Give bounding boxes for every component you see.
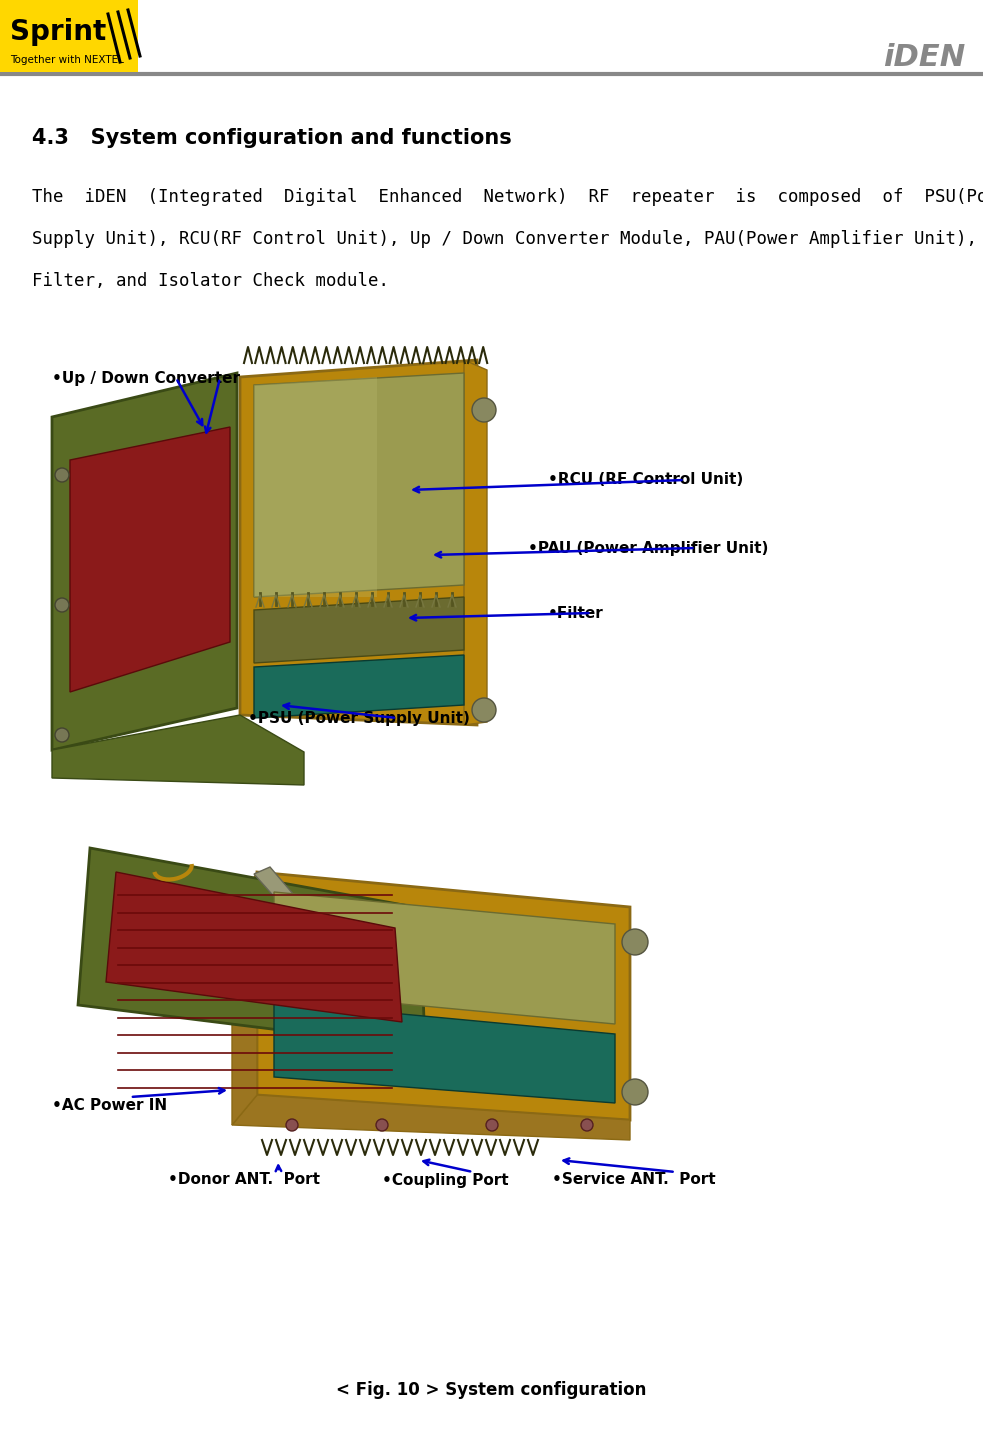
Polygon shape — [78, 848, 425, 1048]
Circle shape — [55, 729, 69, 742]
Text: < Fig. 10 > System configuration: < Fig. 10 > System configuration — [336, 1381, 647, 1400]
Circle shape — [581, 1118, 593, 1131]
Polygon shape — [254, 372, 464, 597]
Text: •Donor ANT.  Port: •Donor ANT. Port — [168, 1173, 320, 1188]
Polygon shape — [232, 1095, 630, 1140]
Polygon shape — [254, 377, 377, 597]
Text: 4.3   System configuration and functions: 4.3 System configuration and functions — [32, 128, 512, 149]
Polygon shape — [254, 867, 425, 1052]
Text: •RCU (RF Control Unit): •RCU (RF Control Unit) — [548, 472, 743, 488]
Text: •AC Power IN: •AC Power IN — [52, 1098, 167, 1113]
Circle shape — [286, 1118, 298, 1131]
Circle shape — [55, 597, 69, 612]
Text: iDEN: iDEN — [883, 43, 965, 72]
Circle shape — [55, 468, 69, 482]
Polygon shape — [106, 872, 402, 1022]
Text: •Filter: •Filter — [548, 606, 604, 620]
Text: Together with NEXTEL: Together with NEXTEL — [10, 55, 124, 65]
Polygon shape — [464, 359, 487, 724]
Text: •Service ANT.  Port: •Service ANT. Port — [552, 1173, 716, 1188]
Text: •Up / Down Converter: •Up / Down Converter — [52, 371, 240, 385]
Circle shape — [472, 698, 496, 722]
Polygon shape — [52, 372, 237, 750]
Text: Sprint: Sprint — [10, 17, 106, 46]
Polygon shape — [254, 597, 464, 662]
Polygon shape — [254, 655, 464, 719]
Polygon shape — [240, 359, 477, 724]
Circle shape — [622, 929, 648, 955]
Text: Supply Unit), RCU(RF Control Unit), Up / Down Converter Module, PAU(Power Amplif: Supply Unit), RCU(RF Control Unit), Up /… — [32, 229, 977, 248]
Circle shape — [472, 398, 496, 421]
Text: •PSU (Power Supply Unit): •PSU (Power Supply Unit) — [248, 710, 470, 726]
Polygon shape — [274, 892, 615, 1025]
Polygon shape — [274, 1001, 615, 1102]
Circle shape — [486, 1118, 498, 1131]
Polygon shape — [232, 872, 257, 1126]
Polygon shape — [257, 872, 630, 1120]
Text: The  iDEN  (Integrated  Digital  Enhanced  Network)  RF  repeater  is  composed : The iDEN (Integrated Digital Enhanced Ne… — [32, 188, 983, 206]
Text: Filter, and Isolator Check module.: Filter, and Isolator Check module. — [32, 271, 389, 290]
Bar — [0, 0, 138, 72]
Circle shape — [622, 1079, 648, 1105]
Text: •PAU (Power Amplifier Unit): •PAU (Power Amplifier Unit) — [528, 541, 769, 556]
Text: •Coupling Port: •Coupling Port — [382, 1173, 508, 1188]
Polygon shape — [70, 427, 230, 693]
Circle shape — [376, 1118, 388, 1131]
Polygon shape — [52, 714, 304, 785]
